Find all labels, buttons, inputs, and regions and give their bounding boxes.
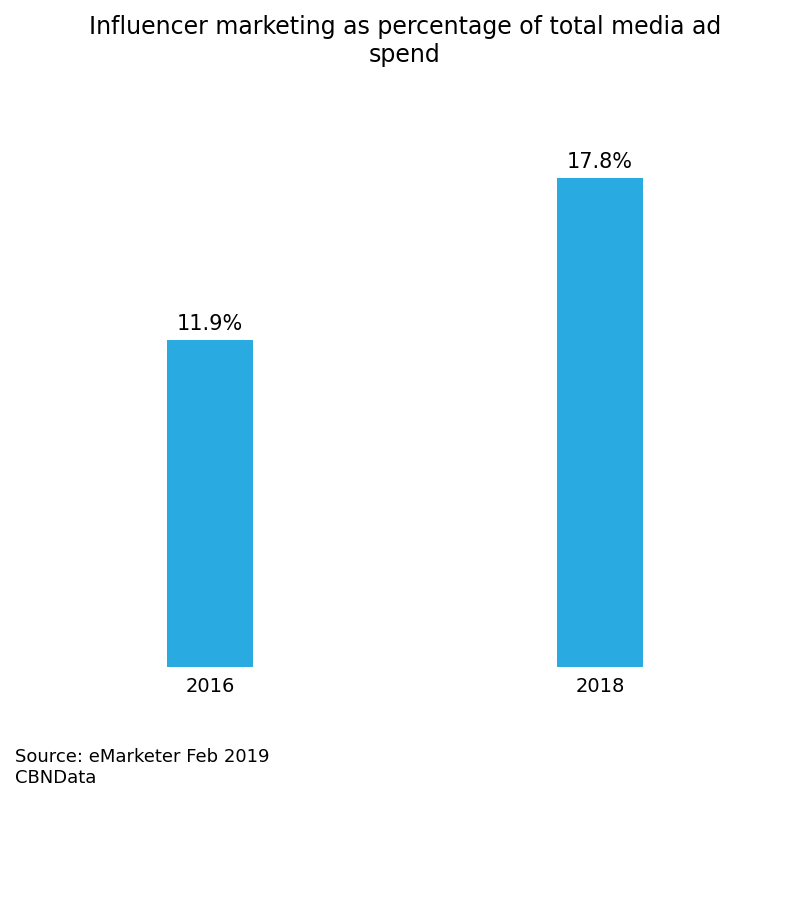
Bar: [167, 339, 253, 667]
Bar: [557, 177, 643, 667]
Text: 11.9%: 11.9%: [177, 314, 243, 334]
Text: 17.8%: 17.8%: [567, 152, 633, 172]
Text: Source: eMarketer Feb 2019
CBNData: Source: eMarketer Feb 2019 CBNData: [15, 748, 270, 787]
Title: Influencer marketing as percentage of total media ad
spend: Influencer marketing as percentage of to…: [89, 15, 721, 66]
